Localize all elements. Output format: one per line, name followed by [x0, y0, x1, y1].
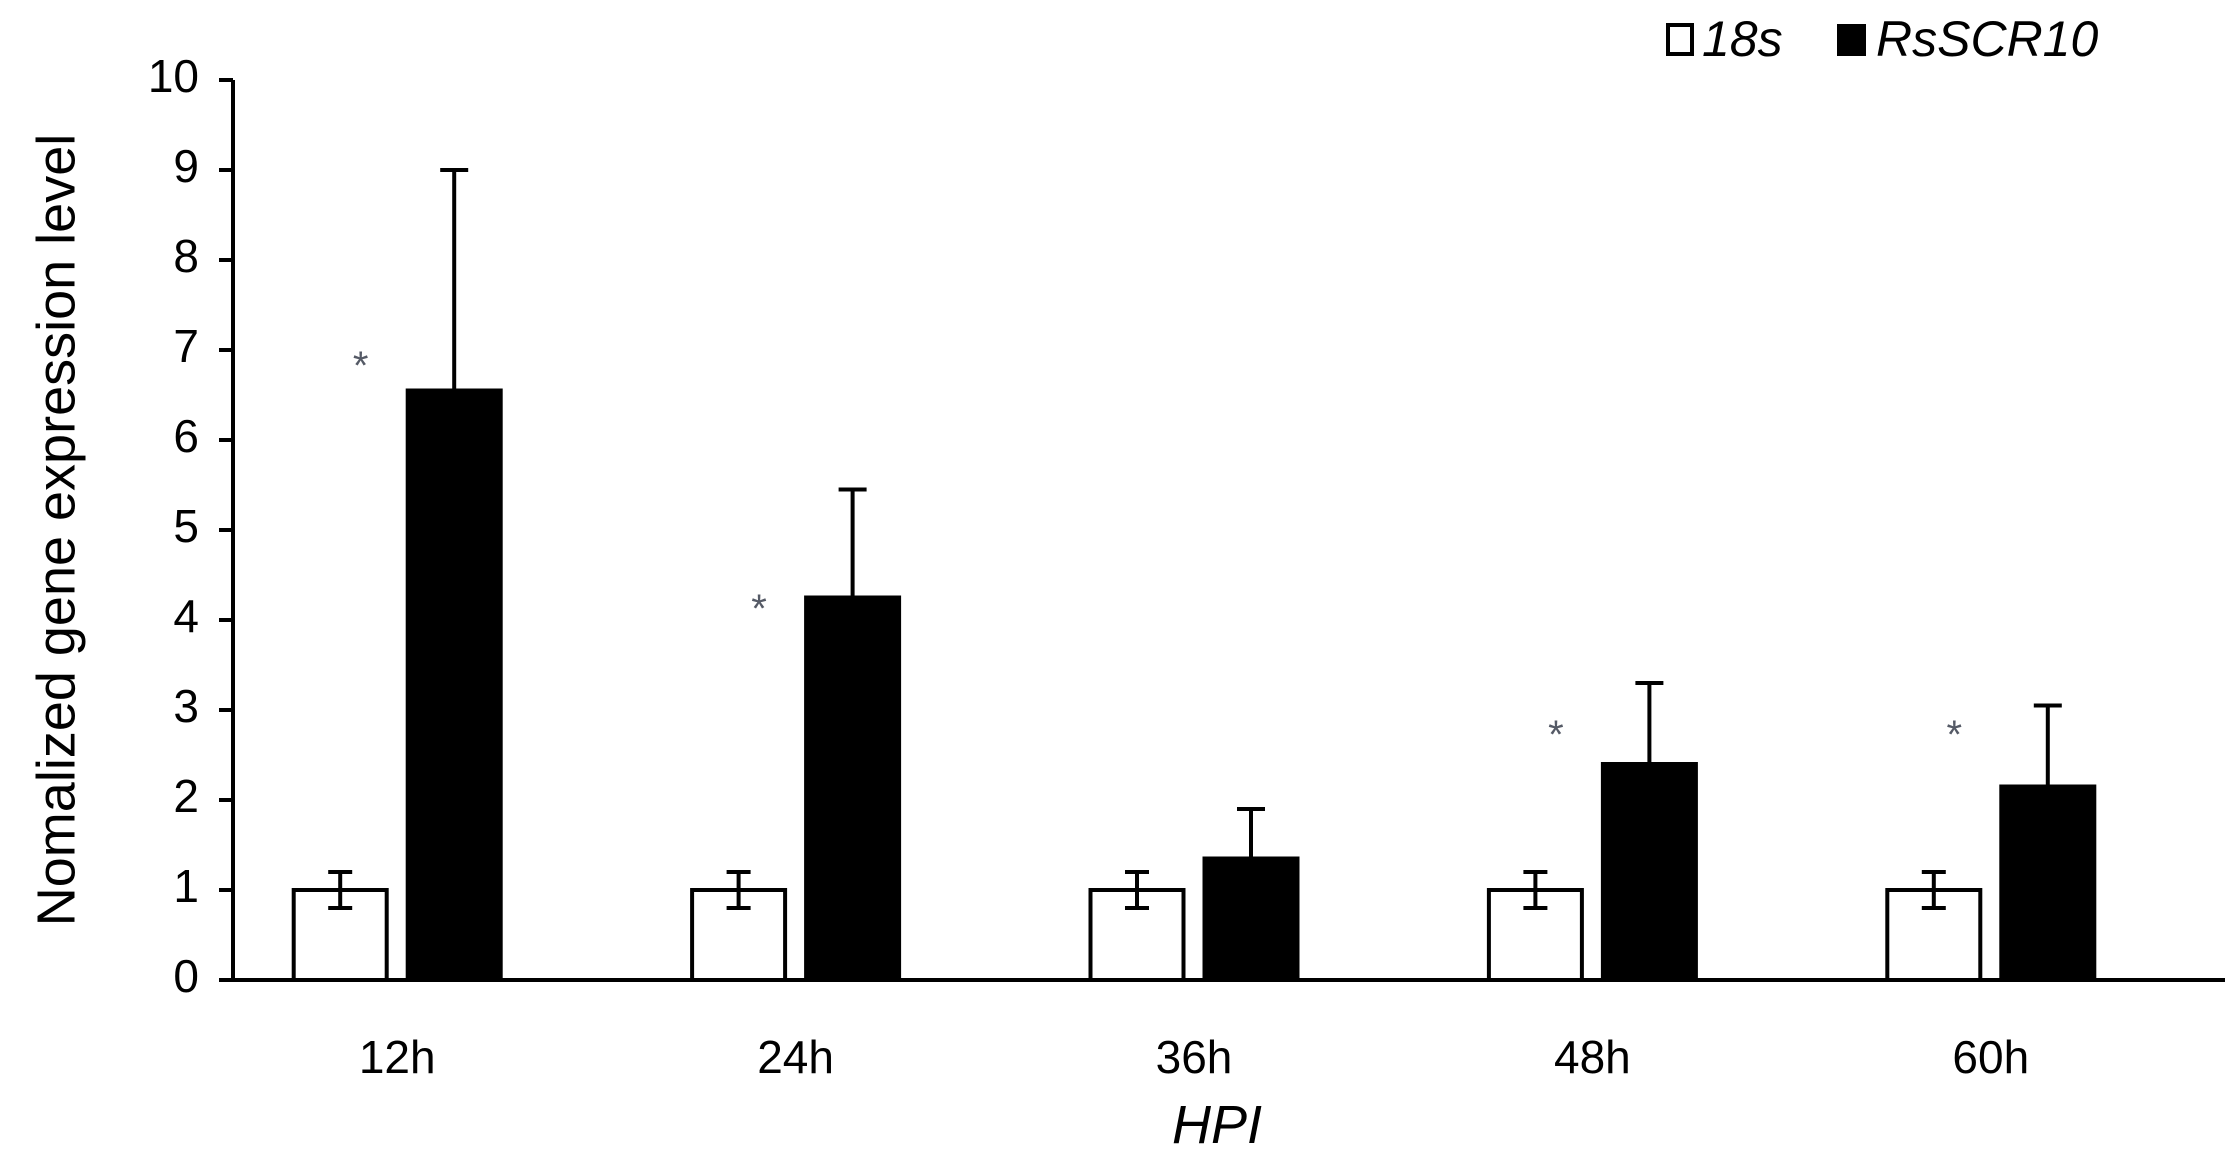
legend: 18s RsSCR10	[1666, 11, 2098, 67]
y-tick-label: 3	[173, 680, 199, 732]
significance-marker: *	[751, 587, 767, 631]
y-tick-label: 1	[173, 860, 199, 912]
y-tick-label: 8	[173, 230, 199, 282]
bar-18s	[1885, 888, 1983, 982]
bar-18s	[291, 888, 389, 982]
x-tick-label: 12h	[359, 1031, 436, 1083]
bar-rsscr10	[804, 595, 902, 982]
significance-marker: *	[1946, 713, 1962, 757]
legend-label-rsscr10: RsSCR10	[1876, 11, 2098, 67]
significance-marker: *	[353, 344, 369, 388]
bar-rsscr10	[1999, 784, 2097, 982]
y-tick-label: 2	[173, 770, 199, 822]
legend-swatch-rsscr10	[1837, 24, 1866, 56]
significance-marker: *	[1548, 713, 1564, 757]
y-tick-label: 0	[173, 950, 199, 1002]
y-tick-label: 5	[173, 500, 199, 552]
y-axis-title: Nomalized gene expression level	[26, 134, 86, 926]
x-tick-label: 36h	[1156, 1031, 1233, 1083]
y-tick-label: 9	[173, 140, 199, 192]
y-tick-label: 4	[173, 590, 199, 642]
x-axis-title: HPI	[1172, 1095, 1262, 1155]
y-tick-label: 10	[148, 50, 199, 102]
legend-label-18s: 18s	[1702, 11, 1783, 67]
y-tick-label: 7	[173, 320, 199, 372]
x-tick-label: 48h	[1554, 1031, 1631, 1083]
y-tick-label: 6	[173, 410, 199, 462]
x-tick-label: 24h	[757, 1031, 834, 1083]
bar-rsscr10	[1600, 762, 1698, 982]
bar-rsscr10	[405, 388, 503, 982]
legend-swatch-18s	[1666, 23, 1694, 56]
x-tick-label: 60h	[1952, 1031, 2029, 1083]
bar-rsscr10	[1202, 856, 1300, 982]
